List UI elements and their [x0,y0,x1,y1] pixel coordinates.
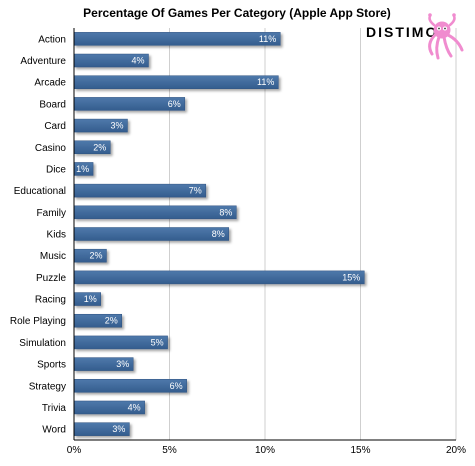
brand-name: DISTIMO [366,24,438,40]
bar-value-label: 11% [259,34,276,44]
bar [73,205,237,220]
bar-value-label: 1% [84,294,97,304]
category-label: Trivia [42,403,67,414]
category-label: Puzzle [36,273,66,284]
bar [73,227,229,241]
x-axis-tick-labels: 0% 5% 10% 15% 20% [67,445,466,456]
x-tick-label: 15% [350,445,370,456]
x-tick-label: 10% [255,445,275,456]
bar-value-label: 1% [76,164,89,174]
category-label: Dice [46,164,66,175]
bars: 11% 4% 11% 6% 3% 2% 1% 7% 8% 8% 2% 15% 1% 2% 5% 3% 6% 4% 3… [73,32,365,436]
category-label: Educational [14,186,66,197]
x-tick-label: 20% [446,445,466,456]
category-label: Action [38,34,66,45]
bar [73,32,281,46]
axes [73,28,456,441]
bar-value-label: 3% [112,424,125,434]
bar-value-label: 11% [257,77,274,87]
bar-value-label: 4% [131,56,144,66]
bar-value-label: 6% [170,381,183,391]
distimo-logo: DISTIMO [366,13,464,60]
x-tick-label: 0% [67,445,82,456]
octopus-mascot-icon [428,13,464,60]
bar-value-label: 15% [342,272,360,282]
category-label: Casino [35,143,67,154]
category-label: Board [39,99,66,110]
bar-value-label: 8% [212,229,225,239]
bar-value-label: 2% [89,251,102,261]
category-label: Word [42,425,66,436]
category-labels: Action Adventure Arcade Board Card Casino Dice… [10,34,67,435]
bar-value-label: 6% [168,99,181,109]
category-label: Role Playing [10,316,66,327]
bar-value-label: 2% [93,142,106,152]
chart-title: Percentage Of Games Per Category (Apple … [83,6,391,20]
category-label: Strategy [29,381,66,392]
category-label: Sports [37,360,66,371]
category-label: Kids [47,230,66,241]
category-label: Arcade [34,78,66,89]
bar-value-label: 2% [105,316,118,326]
bar [73,270,365,285]
category-label: Racing [35,295,66,306]
bar-value-label: 7% [189,186,202,196]
x-tick-label: 5% [162,445,177,456]
bar-value-label: 5% [151,337,164,347]
bar-value-label: 4% [128,402,141,412]
bar [73,75,279,89]
bar-value-label: 3% [110,121,123,131]
category-label: Family [37,208,66,219]
category-label: Simulation [19,338,66,349]
category-label: Music [40,251,66,262]
category-label: Card [44,121,66,132]
bar-value-label: 8% [219,207,232,217]
bar [73,183,207,198]
bar-value-label: 3% [116,359,129,369]
category-label: Adventure [20,56,66,67]
